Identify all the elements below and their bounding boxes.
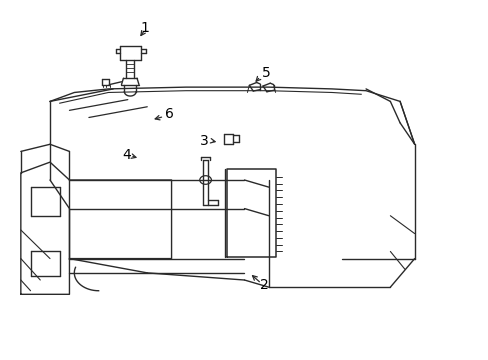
Text: 2: 2	[259, 278, 268, 292]
Text: 3: 3	[200, 134, 208, 148]
Text: 5: 5	[262, 66, 270, 80]
Text: 6: 6	[164, 107, 173, 121]
Text: 1: 1	[140, 21, 149, 35]
Text: 4: 4	[122, 148, 131, 162]
